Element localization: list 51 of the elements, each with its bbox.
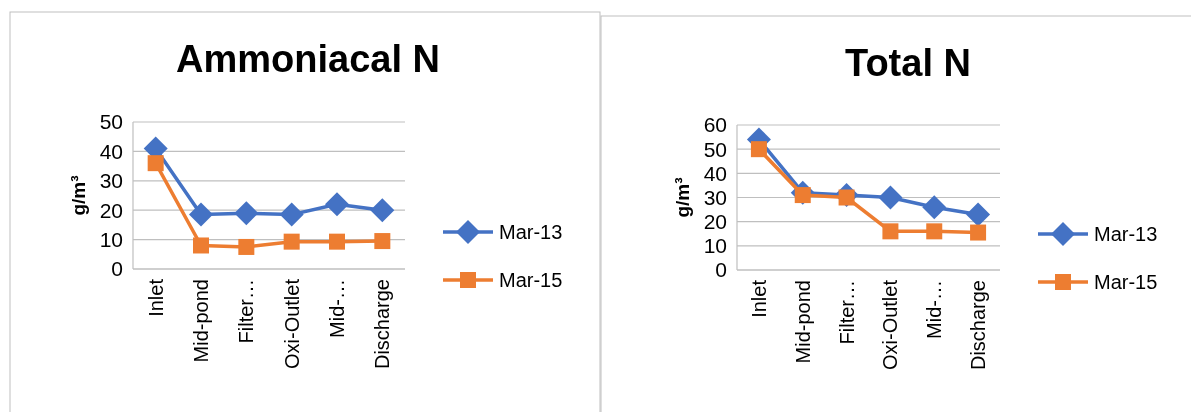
point xyxy=(329,233,345,250)
chart-title: Total N xyxy=(845,42,971,84)
x-tick-label: Discharge xyxy=(371,279,394,370)
point xyxy=(193,237,209,254)
point xyxy=(750,141,767,158)
point xyxy=(926,223,943,240)
y-tick-label: 10 xyxy=(99,227,123,251)
point xyxy=(370,198,395,223)
y-tick-label: 50 xyxy=(703,137,727,161)
x-tick-label: Filter… xyxy=(835,280,858,345)
x-tick-label: Mid-… xyxy=(923,280,946,339)
y-axis-title: g/m³ xyxy=(672,177,693,218)
point xyxy=(374,233,391,250)
legend-label: Mar-13 xyxy=(1094,223,1158,245)
point xyxy=(325,192,349,217)
y-tick-label: 20 xyxy=(99,198,123,222)
x-tick-label: Oxi-Outlet xyxy=(280,278,303,370)
point xyxy=(147,155,164,172)
y-tick-label: 0 xyxy=(111,257,123,281)
y-axis-title: g/m³ xyxy=(68,175,89,216)
x-tick-label: Mid-pond xyxy=(791,280,814,364)
y-tick-label: 60 xyxy=(703,113,727,137)
legend-label: Mar-15 xyxy=(499,269,563,291)
y-tick-label: 50 xyxy=(99,110,123,134)
legend-label: Mar-13 xyxy=(499,221,563,243)
point xyxy=(922,195,947,220)
point xyxy=(970,224,987,241)
y-tick-label: 30 xyxy=(703,185,727,209)
x-tick-label: Inlet xyxy=(747,279,770,318)
y-tick-label: 10 xyxy=(703,234,727,258)
x-tick-label: Oxi-Outlet xyxy=(879,279,902,371)
y-tick-label: 20 xyxy=(703,210,727,234)
point xyxy=(966,202,991,227)
point xyxy=(238,238,255,255)
y-tick-label: 40 xyxy=(703,161,727,185)
point xyxy=(234,201,259,226)
x-tick-label: Discharge xyxy=(967,280,990,371)
x-tick-label: Mid-… xyxy=(326,279,348,338)
x-tick-label: Filter… xyxy=(235,279,258,344)
x-tick-label: Mid-pond xyxy=(190,279,212,363)
point xyxy=(283,233,300,250)
chart-title: Ammoniacal N xyxy=(176,38,440,80)
y-tick-label: 0 xyxy=(715,258,727,282)
point xyxy=(878,185,903,210)
y-tick-label: 30 xyxy=(99,169,123,193)
point xyxy=(882,223,899,240)
point xyxy=(279,202,304,227)
legend-label: Mar-15 xyxy=(1094,271,1158,293)
y-tick-label: 40 xyxy=(99,139,123,163)
x-tick-label: Inlet xyxy=(144,278,167,317)
point xyxy=(189,202,213,227)
